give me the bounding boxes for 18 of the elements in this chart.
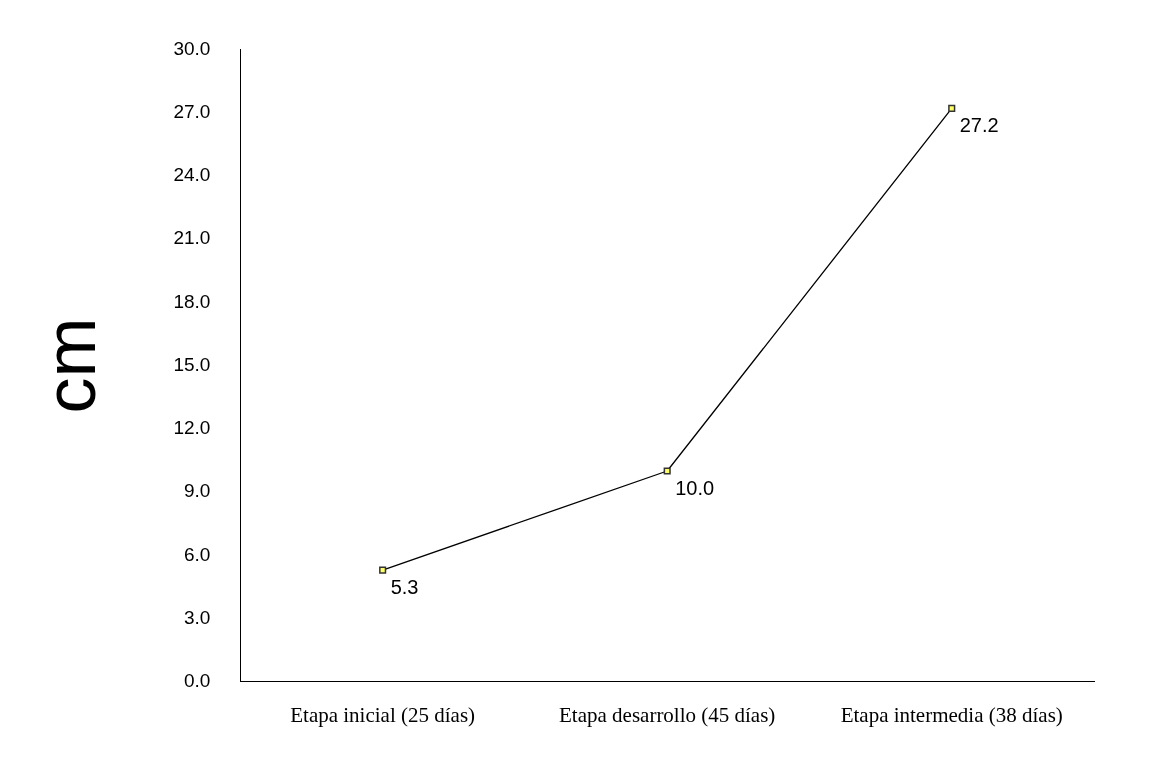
y-tick-label: 15.0: [173, 353, 211, 375]
y-tick-label: 30.0: [173, 37, 211, 59]
y-tick-label: 21.0: [173, 227, 211, 249]
x-tick-label: Etapa intermedia (38 días): [840, 702, 1063, 727]
data-label: 10.0: [675, 476, 715, 499]
y-tick-label: 3.0: [183, 606, 211, 628]
x-tick-label: Etapa inicial (25 días): [290, 702, 476, 727]
y-tick-label: 0.0: [183, 670, 211, 692]
y-tick-label: 9.0: [183, 480, 211, 502]
y-tick-label: 27.0: [173, 100, 211, 122]
y-tick-label: 12.0: [173, 417, 211, 439]
x-tick-label: Etapa desarrollo (45 días): [559, 702, 776, 727]
data-label: 5.3: [390, 575, 419, 598]
y-tick-label: 24.0: [173, 164, 211, 186]
data-label: 27.2: [959, 113, 999, 136]
y-tick-label: 18.0: [173, 290, 211, 312]
y-axis-title: cm: [30, 317, 111, 414]
y-tick-label: 6.0: [183, 543, 211, 565]
